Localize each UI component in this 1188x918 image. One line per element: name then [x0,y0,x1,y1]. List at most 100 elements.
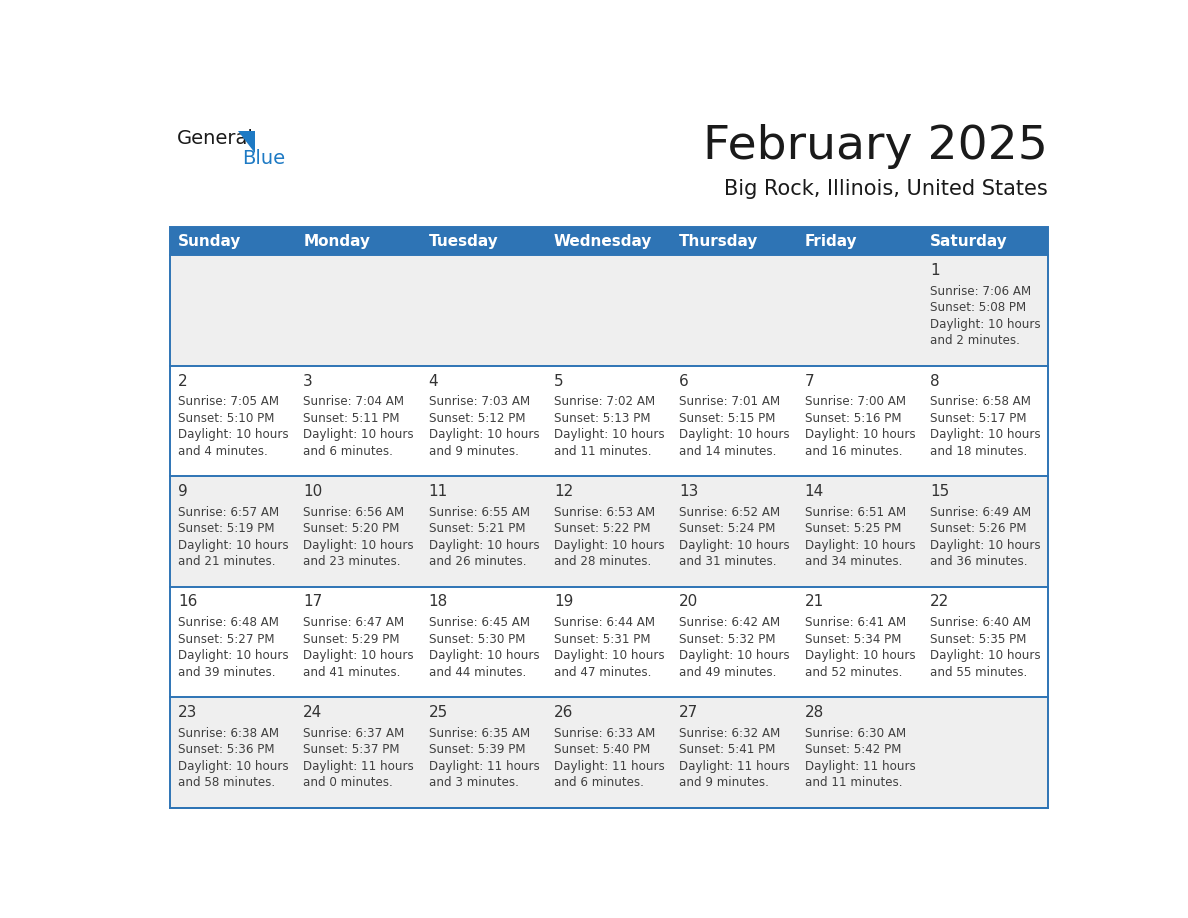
Text: and 41 minutes.: and 41 minutes. [303,666,400,678]
Text: 17: 17 [303,595,322,610]
Text: Sunset: 5:20 PM: Sunset: 5:20 PM [303,522,399,535]
Text: and 16 minutes.: and 16 minutes. [804,444,902,458]
Text: Daylight: 10 hours: Daylight: 10 hours [680,428,790,442]
Bar [170,587,1048,698]
Text: and 26 minutes.: and 26 minutes. [429,555,526,568]
Text: Daylight: 10 hours: Daylight: 10 hours [680,649,790,662]
Text: Sunrise: 7:02 AM: Sunrise: 7:02 AM [554,395,655,409]
Bar [170,698,1048,808]
Text: and 55 minutes.: and 55 minutes. [930,666,1028,678]
Text: Daylight: 11 hours: Daylight: 11 hours [680,760,790,773]
Text: 25: 25 [429,705,448,720]
Text: Friday: Friday [804,234,858,249]
Text: Sunrise: 7:04 AM: Sunrise: 7:04 AM [303,395,404,409]
Text: Saturday: Saturday [930,234,1007,249]
Bar [170,255,1048,365]
Text: Sunrise: 6:51 AM: Sunrise: 6:51 AM [804,506,905,519]
Text: 23: 23 [178,705,197,720]
Text: 7: 7 [804,374,814,388]
Text: Sunset: 5:34 PM: Sunset: 5:34 PM [804,633,901,645]
Text: Daylight: 10 hours: Daylight: 10 hours [804,649,915,662]
Text: Sunrise: 7:00 AM: Sunrise: 7:00 AM [804,395,905,409]
Text: Sunrise: 6:45 AM: Sunrise: 6:45 AM [429,616,530,629]
Text: Sunset: 5:16 PM: Sunset: 5:16 PM [804,411,901,425]
Text: 13: 13 [680,484,699,499]
Text: Daylight: 10 hours: Daylight: 10 hours [178,649,289,662]
Text: Daylight: 10 hours: Daylight: 10 hours [680,539,790,552]
Text: and 18 minutes.: and 18 minutes. [930,444,1028,458]
Text: Daylight: 10 hours: Daylight: 10 hours [554,539,664,552]
Text: Daylight: 11 hours: Daylight: 11 hours [429,760,539,773]
Text: 9: 9 [178,484,188,499]
Text: and 6 minutes.: and 6 minutes. [303,444,393,458]
Text: Daylight: 10 hours: Daylight: 10 hours [303,539,413,552]
Text: 22: 22 [930,595,949,610]
Text: 11: 11 [429,484,448,499]
Text: 14: 14 [804,484,823,499]
Text: and 11 minutes.: and 11 minutes. [804,777,902,789]
Text: Daylight: 10 hours: Daylight: 10 hours [930,649,1041,662]
Text: 2: 2 [178,374,188,388]
Text: Sunrise: 6:47 AM: Sunrise: 6:47 AM [303,616,404,629]
Text: and 2 minutes.: and 2 minutes. [930,334,1019,347]
Text: Sunset: 5:42 PM: Sunset: 5:42 PM [804,743,901,756]
Text: Daylight: 10 hours: Daylight: 10 hours [554,649,664,662]
Text: Sunset: 5:13 PM: Sunset: 5:13 PM [554,411,651,425]
Text: Daylight: 10 hours: Daylight: 10 hours [178,760,289,773]
Text: Sunset: 5:35 PM: Sunset: 5:35 PM [930,633,1026,645]
Text: Sunrise: 6:42 AM: Sunrise: 6:42 AM [680,616,781,629]
Text: Sunset: 5:22 PM: Sunset: 5:22 PM [554,522,651,535]
Text: and 47 minutes.: and 47 minutes. [554,666,651,678]
Text: February 2025: February 2025 [702,124,1048,169]
Text: 28: 28 [804,705,823,720]
Text: 27: 27 [680,705,699,720]
Text: Sunset: 5:26 PM: Sunset: 5:26 PM [930,522,1026,535]
Text: Sunrise: 6:33 AM: Sunrise: 6:33 AM [554,726,656,740]
Text: Sunrise: 7:05 AM: Sunrise: 7:05 AM [178,395,279,409]
Text: Daylight: 11 hours: Daylight: 11 hours [804,760,915,773]
Text: Sunset: 5:40 PM: Sunset: 5:40 PM [554,743,650,756]
Text: Sunset: 5:25 PM: Sunset: 5:25 PM [804,522,901,535]
Text: 16: 16 [178,595,197,610]
Text: Sunset: 5:39 PM: Sunset: 5:39 PM [429,743,525,756]
Text: Sunset: 5:27 PM: Sunset: 5:27 PM [178,633,274,645]
Text: Sunrise: 6:38 AM: Sunrise: 6:38 AM [178,726,279,740]
Text: and 3 minutes.: and 3 minutes. [429,777,518,789]
Text: Daylight: 10 hours: Daylight: 10 hours [804,428,915,442]
Bar [170,476,1048,587]
Text: Sunrise: 6:56 AM: Sunrise: 6:56 AM [303,506,404,519]
Text: Sunrise: 6:53 AM: Sunrise: 6:53 AM [554,506,655,519]
Text: Sunrise: 7:01 AM: Sunrise: 7:01 AM [680,395,781,409]
Text: Sunset: 5:15 PM: Sunset: 5:15 PM [680,411,776,425]
Text: Daylight: 10 hours: Daylight: 10 hours [178,539,289,552]
Text: 3: 3 [303,374,312,388]
Text: and 31 minutes.: and 31 minutes. [680,555,777,568]
Text: and 4 minutes.: and 4 minutes. [178,444,267,458]
Text: Sunrise: 6:52 AM: Sunrise: 6:52 AM [680,506,781,519]
Text: 12: 12 [554,484,573,499]
Text: Sunset: 5:31 PM: Sunset: 5:31 PM [554,633,651,645]
Text: Blue: Blue [242,149,285,168]
Polygon shape [239,131,255,152]
Text: 19: 19 [554,595,574,610]
Text: and 21 minutes.: and 21 minutes. [178,555,276,568]
Bar [170,365,1048,476]
Text: 21: 21 [804,595,823,610]
Text: 20: 20 [680,595,699,610]
Text: 6: 6 [680,374,689,388]
Text: 5: 5 [554,374,563,388]
Text: Daylight: 10 hours: Daylight: 10 hours [303,428,413,442]
Text: Sunset: 5:11 PM: Sunset: 5:11 PM [303,411,400,425]
Text: 18: 18 [429,595,448,610]
Text: Daylight: 10 hours: Daylight: 10 hours [429,649,539,662]
Text: 26: 26 [554,705,574,720]
Text: Sunrise: 6:32 AM: Sunrise: 6:32 AM [680,726,781,740]
Text: and 23 minutes.: and 23 minutes. [303,555,400,568]
Bar [170,227,1048,255]
Text: Sunset: 5:12 PM: Sunset: 5:12 PM [429,411,525,425]
Text: Sunset: 5:32 PM: Sunset: 5:32 PM [680,633,776,645]
Text: Daylight: 11 hours: Daylight: 11 hours [554,760,664,773]
Text: Daylight: 10 hours: Daylight: 10 hours [178,428,289,442]
Text: Daylight: 10 hours: Daylight: 10 hours [554,428,664,442]
Text: 1: 1 [930,263,940,278]
